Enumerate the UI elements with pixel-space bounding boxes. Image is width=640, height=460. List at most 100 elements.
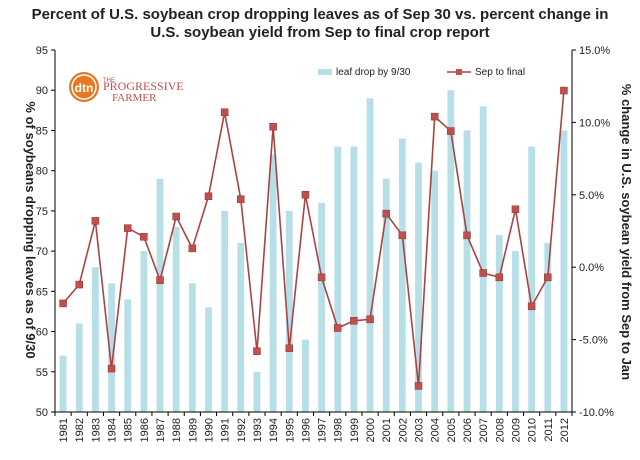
bar-1994	[269, 154, 277, 413]
x-tick-label-1996: 1996	[300, 418, 312, 442]
sep-to-final-point-1985	[123, 224, 132, 232]
sep-to-final-point-2002	[398, 231, 407, 240]
bar-1987	[156, 178, 164, 412]
bar-1990	[205, 307, 212, 412]
x-tick-label-1994: 1994	[268, 418, 280, 442]
bar-2007	[479, 106, 487, 413]
bar-2011	[544, 243, 552, 412]
legend-line-marker	[456, 69, 462, 75]
y-left-tick-label: 50	[36, 407, 48, 419]
x-tick-label-1983: 1983	[90, 418, 102, 442]
sep-to-final-point-2001	[382, 209, 390, 218]
bar-1983	[91, 267, 99, 412]
x-tick-label-2006: 2006	[462, 418, 474, 442]
x-tick-label-2003: 2003	[414, 418, 426, 442]
sep-to-final-point-1983	[91, 217, 100, 225]
y-right-tick-label: 0.0%	[579, 262, 604, 274]
bar-1993	[253, 371, 261, 412]
sep-to-final-point-1988	[172, 212, 180, 221]
sep-to-final-line	[62, 90, 565, 386]
x-tick-label-1988: 1988	[171, 418, 183, 442]
bar-series	[59, 90, 568, 413]
sep-to-final-point-2008	[495, 273, 504, 282]
y-left-axis-label: % of soybeans dropping leaves as of 9/30	[23, 101, 38, 358]
bar-2009	[512, 251, 519, 412]
bar-2001	[382, 178, 390, 412]
y-right-tick-label: -10.0%	[579, 407, 614, 419]
x-tick-label-1991: 1991	[220, 418, 232, 442]
sep-to-final-point-2003	[414, 382, 423, 390]
x-tick-label-1990: 1990	[203, 418, 215, 442]
bar-2002	[398, 138, 406, 412]
sep-to-final-point-1993	[253, 347, 261, 355]
y-left-tick-label: 60	[36, 327, 48, 339]
x-tick-label-2012: 2012	[559, 418, 571, 442]
y-left-tick-label: 55	[36, 367, 48, 379]
bar-1986	[140, 251, 148, 412]
line-series	[59, 86, 568, 390]
bar-1984	[108, 283, 115, 412]
x-tick-label-1986: 1986	[139, 418, 151, 442]
bar-1998	[334, 146, 342, 413]
y-left-tick-label: 95	[36, 45, 48, 57]
sep-to-final-point-1981	[59, 299, 67, 308]
x-tick-label-2007: 2007	[478, 418, 490, 442]
x-tick-label-2001: 2001	[381, 418, 393, 442]
y-right-tick-label: 15.0%	[579, 45, 610, 57]
bar-1982	[75, 323, 83, 412]
sep-to-final-point-1989	[188, 244, 197, 253]
y-left-tick-label: 70	[36, 246, 48, 258]
x-tick-label-1985: 1985	[123, 418, 135, 442]
x-tick-label-1987: 1987	[155, 418, 167, 442]
bar-2003	[415, 162, 422, 412]
sep-to-final-point-2011	[544, 273, 552, 282]
sep-to-final-point-1986	[140, 233, 148, 241]
bar-2012	[560, 130, 568, 412]
dtn-logo-ring	[71, 74, 97, 100]
y-right-tick-label: 5.0%	[579, 190, 604, 202]
x-tick-label-1992: 1992	[236, 418, 248, 442]
x-tick-label-1995: 1995	[284, 418, 296, 442]
bar-1985	[124, 299, 132, 412]
bar-1981	[59, 355, 67, 412]
sep-to-final-point-2009	[511, 205, 520, 214]
sep-to-final-point-2000	[366, 315, 374, 324]
bar-2008	[495, 235, 503, 412]
y-right-axis-label: % change in U.S. soybean yield from Sep …	[619, 84, 634, 380]
y-left-tick-label: 85	[36, 125, 48, 137]
x-tick-label-2011: 2011	[543, 418, 555, 442]
y-left-tick-label: 80	[36, 166, 48, 178]
bar-1995	[285, 210, 293, 412]
x-tick-label-1989: 1989	[187, 418, 199, 442]
y-left-tick-label: 90	[36, 85, 48, 97]
sep-to-final-point-1998	[333, 324, 342, 332]
logo-brand-progressive: PROGRESSIVE	[103, 79, 184, 93]
sep-to-final-point-1997	[317, 273, 326, 282]
sep-to-final-point-2007	[479, 269, 487, 277]
bar-1997	[318, 202, 325, 412]
legend-bar-label: leaf drop by 9/30	[336, 67, 411, 78]
sep-to-final-point-1996	[301, 191, 310, 199]
legend: leaf drop by 9/30 Sep to final	[318, 67, 525, 78]
bar-2004	[431, 170, 439, 412]
chart-title: Percent of U.S. soybean crop dropping le…	[0, 6, 640, 42]
x-tick-label-1999: 1999	[349, 418, 361, 442]
bar-1996	[302, 339, 309, 412]
bar-2006	[463, 130, 471, 412]
logo-brand-the: THE	[103, 78, 115, 84]
x-tick-label-2010: 2010	[527, 418, 539, 442]
sep-to-final-point-2006	[463, 231, 471, 240]
bar-1991	[221, 210, 229, 412]
chart-title-line-1: Percent of U.S. soybean crop dropping le…	[31, 6, 609, 23]
dtn-logo-text: dtn	[75, 81, 94, 95]
legend-bar-swatch	[318, 69, 332, 75]
tick-labels: 50 55 60 65 70 75 80 85 90 95 -10.0% -5.0% 0.0% 5.0% 1…	[36, 45, 614, 442]
sep-to-final-point-1994	[269, 122, 277, 131]
bar-1989	[188, 283, 196, 412]
bar-1988	[172, 226, 180, 412]
dtn-logo-circle	[69, 72, 99, 102]
sep-to-final-point-1999	[350, 317, 358, 325]
sep-to-final-point-1990	[204, 192, 213, 200]
x-tick-label-2005: 2005	[446, 418, 458, 442]
